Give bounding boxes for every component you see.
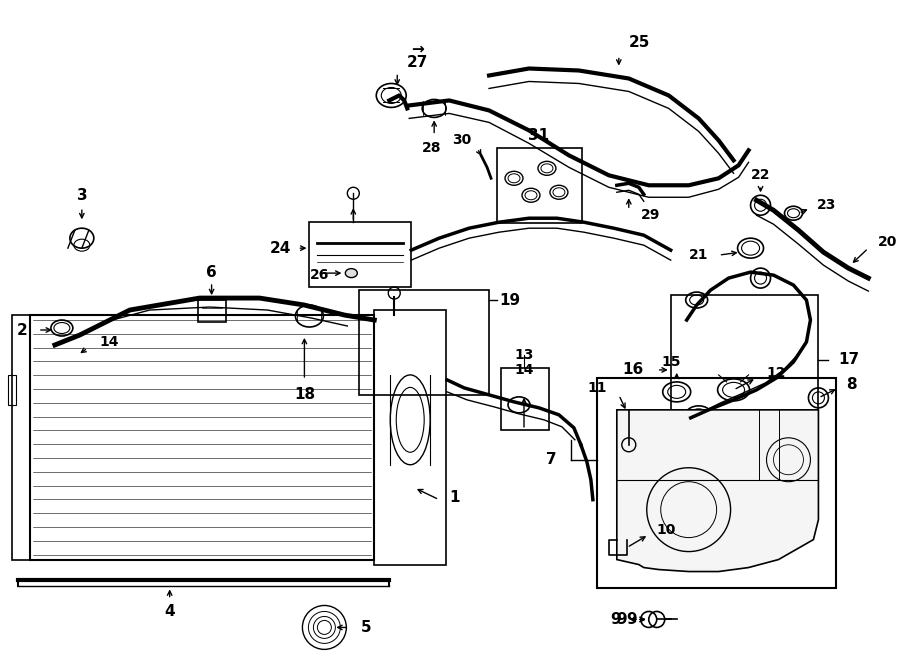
Text: 5: 5 xyxy=(361,620,372,635)
Bar xyxy=(8,375,16,405)
Text: 13: 13 xyxy=(514,348,534,362)
Text: 15: 15 xyxy=(661,355,680,369)
Text: 28: 28 xyxy=(421,141,441,155)
Text: 17: 17 xyxy=(839,352,860,368)
Text: 29: 29 xyxy=(641,208,660,222)
Text: 22: 22 xyxy=(751,169,770,182)
Text: 20: 20 xyxy=(878,235,897,249)
Text: 4: 4 xyxy=(165,604,175,619)
Text: 25: 25 xyxy=(629,35,650,50)
Text: 1: 1 xyxy=(449,490,459,505)
Text: 23: 23 xyxy=(816,198,836,212)
Text: 27: 27 xyxy=(407,55,428,70)
Text: 19: 19 xyxy=(499,293,520,307)
Text: 9: 9 xyxy=(616,612,626,627)
Text: →: → xyxy=(411,41,424,56)
Text: 2: 2 xyxy=(17,323,28,338)
Text: 9: 9 xyxy=(610,612,621,627)
Ellipse shape xyxy=(346,268,357,278)
Text: 12: 12 xyxy=(767,366,786,380)
Bar xyxy=(497,148,582,223)
Text: 6: 6 xyxy=(206,264,217,280)
Bar xyxy=(359,290,489,395)
Text: 14: 14 xyxy=(100,335,120,349)
Bar xyxy=(501,368,549,430)
Text: 30: 30 xyxy=(452,134,471,147)
Bar xyxy=(670,295,818,425)
Bar xyxy=(597,378,836,588)
Text: 9: 9 xyxy=(626,612,637,627)
Bar xyxy=(198,300,226,322)
Text: 18: 18 xyxy=(294,387,315,403)
Bar xyxy=(12,315,30,560)
Text: 3: 3 xyxy=(76,188,87,203)
Text: 8: 8 xyxy=(846,377,857,393)
Text: 21: 21 xyxy=(689,248,708,262)
Bar xyxy=(30,315,374,560)
Text: 31: 31 xyxy=(528,128,550,143)
Bar xyxy=(374,310,446,564)
Text: 26: 26 xyxy=(310,268,328,282)
Text: 11: 11 xyxy=(588,381,607,395)
Text: 14: 14 xyxy=(514,363,534,377)
Bar xyxy=(310,222,411,287)
Text: 16: 16 xyxy=(623,362,644,377)
Text: 10: 10 xyxy=(657,523,676,537)
Text: 24: 24 xyxy=(270,241,292,256)
Polygon shape xyxy=(616,410,818,572)
Text: 7: 7 xyxy=(546,452,557,467)
